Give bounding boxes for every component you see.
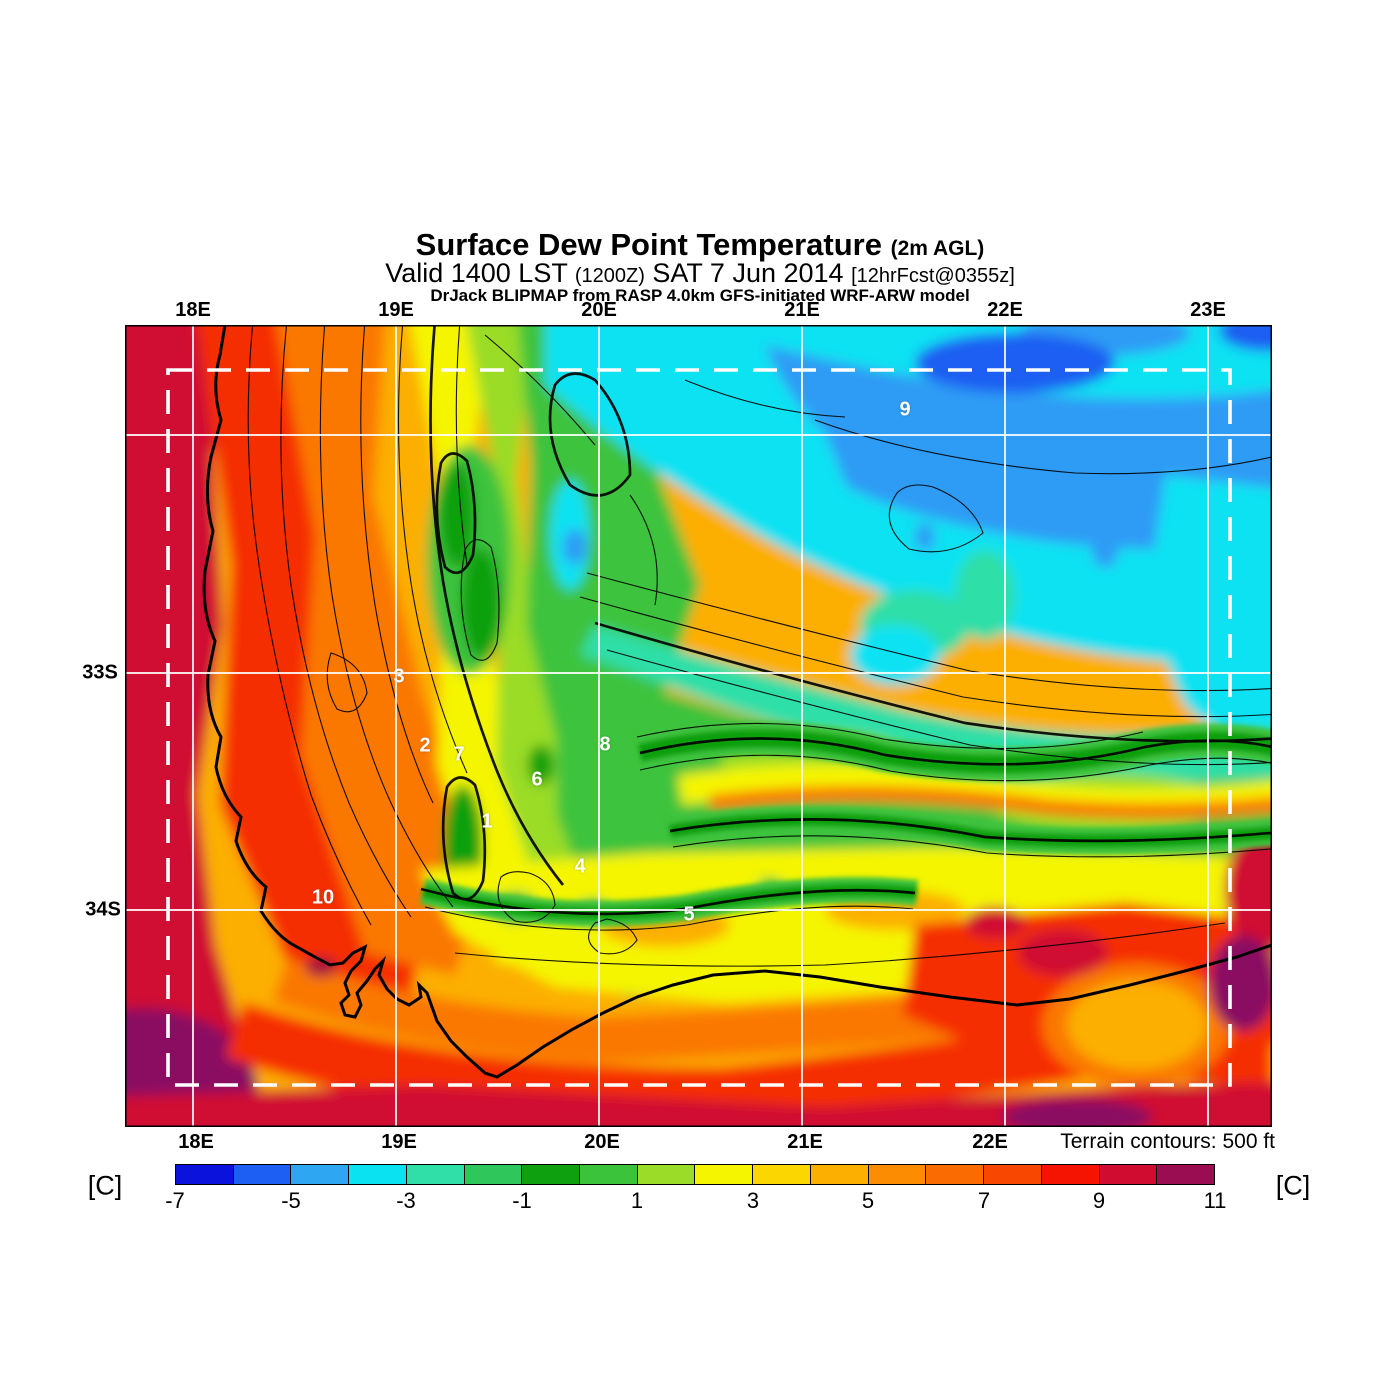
top-axis-18e: 18E xyxy=(175,299,211,321)
colorbar-tick-5: 5 xyxy=(861,1188,875,1213)
left-axis-33s: 33S xyxy=(82,661,118,684)
bottom-axis-19e: 19E xyxy=(381,1131,417,1153)
map-border xyxy=(125,325,1272,1127)
sounding-site-label-8: 8 xyxy=(599,733,611,756)
latlon-grid xyxy=(125,325,1272,1127)
colorbar-unit-left: [C] xyxy=(87,1170,123,1201)
colorbar-tick-3: 3 xyxy=(746,1188,760,1213)
valid-utc: (1200Z) xyxy=(574,265,645,287)
colorbar-segment xyxy=(522,1165,581,1184)
colorbar-segment xyxy=(349,1165,407,1184)
colorbar-segment xyxy=(868,1165,927,1184)
colorbar-segment xyxy=(637,1165,696,1184)
model-credit-line: DrJack BLIPMAP from RASP 4.0km GFS-initi… xyxy=(430,286,970,305)
sounding-site-label-3: 3 xyxy=(393,665,405,688)
colorbar-tick--1: -1 xyxy=(512,1188,532,1213)
dew-point-map: 1 2 3 4 5 6 7 8 9 10 xyxy=(125,325,1272,1127)
colorbar xyxy=(175,1164,1215,1185)
colorbar-segment xyxy=(1099,1165,1158,1184)
terrain-contour-lines xyxy=(247,325,1272,967)
colorbar-segment xyxy=(406,1165,465,1184)
colorbar-segment xyxy=(291,1165,350,1184)
colorbar-tick--5: -5 xyxy=(281,1188,301,1213)
sounding-site-label-1: 1 xyxy=(481,810,493,833)
terrain-contours-note: Terrain contours: 500 ft xyxy=(1060,1130,1275,1153)
valid-date: SAT 7 Jun 2014 xyxy=(652,258,844,288)
sounding-site-label-5: 5 xyxy=(683,903,695,926)
valid-time-line: Valid 1400 LST (1200Z) SAT 7 Jun 2014 [1… xyxy=(0,258,1400,289)
colorbar-segment xyxy=(984,1165,1042,1184)
colorbar-unit-right: [C] xyxy=(1275,1170,1311,1201)
dewpoint-color-field xyxy=(125,325,1272,1127)
sounding-site-label-6: 6 xyxy=(531,768,543,791)
bottom-axis-22e: 22E xyxy=(972,1131,1008,1153)
sounding-site-label-9: 9 xyxy=(899,398,911,421)
page-title: Surface Dew Point Temperature (2m AGL) xyxy=(0,227,1400,263)
sounding-site-label-4: 4 xyxy=(574,855,586,878)
sounding-site-label-7: 7 xyxy=(453,743,465,766)
colorbar-tick-7: 7 xyxy=(977,1188,991,1213)
model-domain-box xyxy=(166,368,1232,1087)
top-axis-20e: 20E xyxy=(581,299,617,321)
colorbar-segment xyxy=(1157,1165,1214,1184)
title-main: Surface Dew Point Temperature xyxy=(415,227,882,262)
sounding-site-label-2: 2 xyxy=(419,734,431,757)
colorbar-segment xyxy=(926,1165,985,1184)
bottom-axis-21e: 21E xyxy=(787,1131,823,1153)
colorbar-tick--3: -3 xyxy=(396,1188,416,1213)
colorbar-segment xyxy=(810,1165,869,1184)
top-axis-21e: 21E xyxy=(784,299,820,321)
colorbar-segment xyxy=(753,1165,811,1184)
top-axis-22e: 22E xyxy=(987,299,1023,321)
map-canvas xyxy=(125,325,1272,1127)
left-axis-34s: 34S xyxy=(85,898,121,921)
valid-prefix: Valid 1400 LST xyxy=(385,258,568,288)
coastline xyxy=(202,325,1272,1079)
top-axis-19e: 19E xyxy=(378,299,414,321)
colorbar-segment xyxy=(464,1165,523,1184)
colorbar-segment xyxy=(176,1165,234,1184)
sounding-site-label-10: 10 xyxy=(311,886,335,909)
colorbar-segment xyxy=(580,1165,638,1184)
colorbar-segment xyxy=(1041,1165,1100,1184)
colorbar-tick-9: 9 xyxy=(1092,1188,1106,1213)
forecast-tag: [12hrFcst@0355z] xyxy=(851,265,1015,287)
colorbar-tick--7: -7 xyxy=(165,1188,185,1213)
title-agl-suffix: (2m AGL) xyxy=(890,237,985,260)
bottom-axis-18e: 18E xyxy=(178,1131,214,1153)
colorbar-tick-1: 1 xyxy=(630,1188,644,1213)
colorbar-segment xyxy=(695,1165,754,1184)
bottom-axis-20e: 20E xyxy=(584,1131,620,1153)
top-axis-23e: 23E xyxy=(1190,299,1226,321)
colorbar-tick-11: 11 xyxy=(1203,1188,1227,1213)
colorbar-segment xyxy=(233,1165,292,1184)
